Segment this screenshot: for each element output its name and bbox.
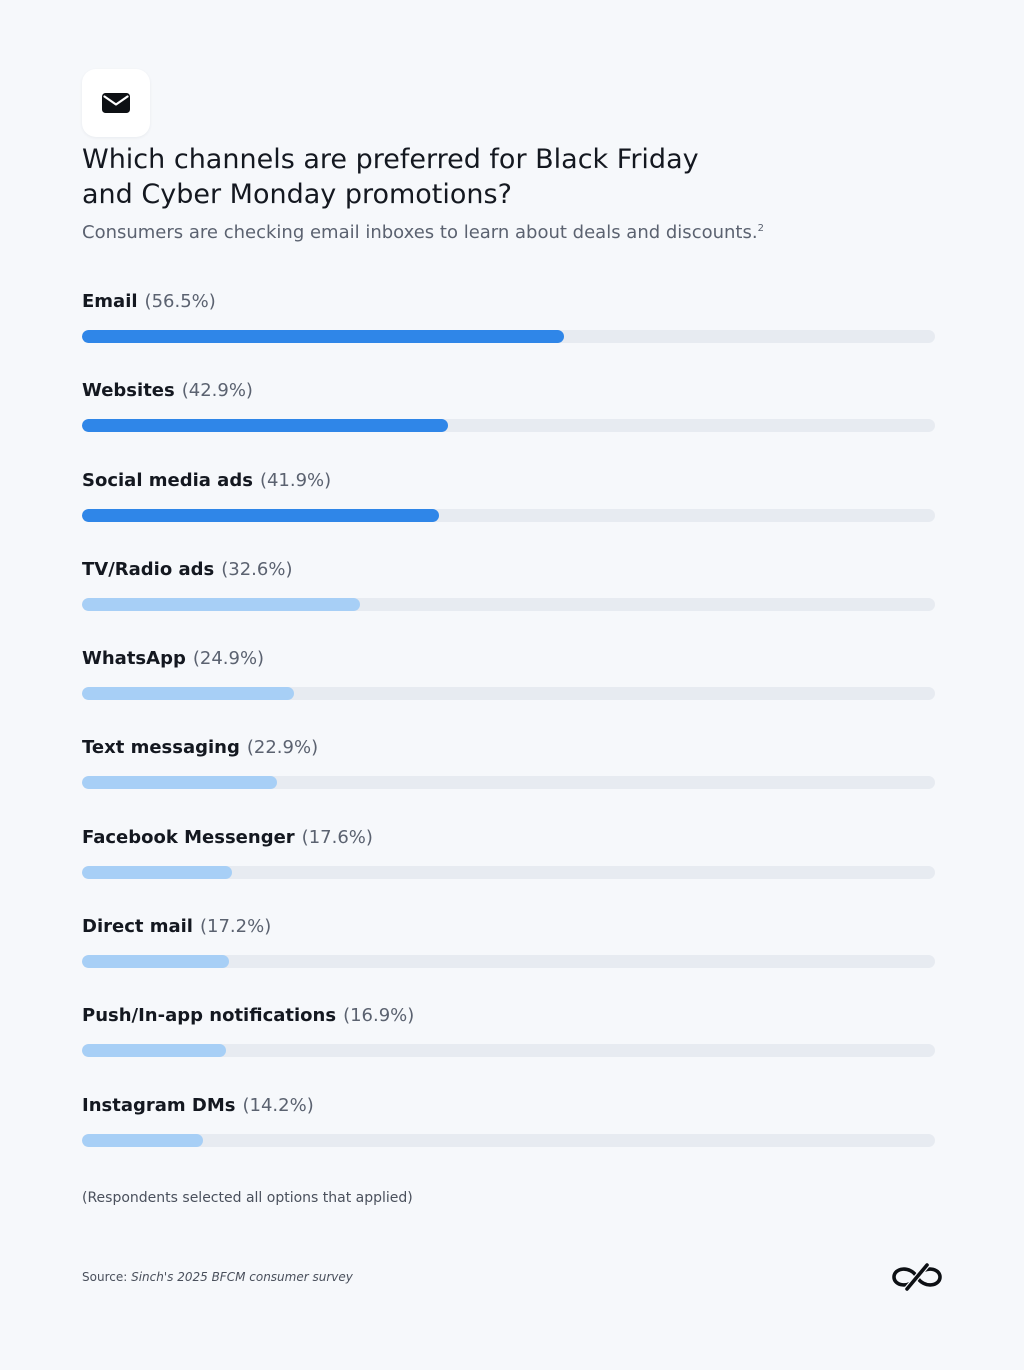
chart-title: Which channels are preferred for Black F…: [82, 142, 762, 212]
bar-chart: Email (56.5%) Websites (42.9%) Social media …: [82, 285, 935, 1178]
bar-fill: [82, 865, 233, 879]
bar-fill: [82, 687, 295, 701]
bar-fill: [82, 597, 361, 611]
value-label: (14.2%): [242, 1094, 314, 1116]
value-label: (16.9%): [343, 1005, 415, 1027]
bar-fill: [82, 419, 448, 433]
bar-row-whatsapp: WhatsApp (24.9%): [82, 642, 935, 731]
footnote-marker: 2: [757, 223, 764, 234]
bar-label: TV/Radio ads (32.6%): [82, 557, 292, 583]
bar-label: Text messaging (22.9%): [82, 735, 318, 761]
value-label: (22.9%): [246, 737, 319, 759]
bar-track: [82, 955, 935, 969]
bar-fill: [82, 1133, 204, 1147]
source-label: Source:: [82, 1270, 128, 1284]
category-label: TV/Radio ads: [82, 558, 215, 580]
envelope-icon-card: [82, 69, 150, 137]
value-label: (17.6%): [301, 826, 373, 848]
bar-track: [82, 508, 935, 522]
category-label: Instagram DMs: [82, 1094, 236, 1116]
bar-fill: [82, 1044, 227, 1058]
bar-track: [82, 330, 935, 343]
bar-track: [82, 687, 935, 701]
sinch-logo-icon: [892, 1262, 942, 1292]
bar-label: Push/In-app notifications (16.9%): [82, 1003, 414, 1029]
value-label: (41.9%): [259, 469, 332, 491]
chart-subtitle-text: Consumers are checking email inboxes to …: [82, 222, 758, 243]
respondents-note: (Respondents selected all options that a…: [82, 1190, 413, 1206]
bar-fill: [82, 955, 229, 969]
value-label: (42.9%): [181, 380, 253, 402]
bar-row-social-media-ads: Social media ads (41.9%): [82, 464, 935, 553]
chart-title-line2: and Cyber Monday promotions?: [82, 179, 512, 210]
bar-track: [82, 776, 935, 790]
bar-row-instagram-dms: Instagram DMs (14.2%): [82, 1089, 935, 1178]
bar-label: Facebook Messenger (17.6%): [82, 825, 373, 851]
bar-fill: [82, 508, 440, 522]
category-label: Websites: [82, 380, 175, 402]
chart-title-line1: Which channels are preferred for Black F…: [82, 144, 699, 175]
source-citation: Source: Sinch's 2025 BFCM consumer surve…: [82, 1268, 353, 1286]
category-label: Email: [82, 291, 138, 312]
bar-row-text-messaging: Text messaging (22.9%): [82, 731, 935, 820]
category-label: Text messaging: [82, 737, 240, 759]
category-label: Facebook Messenger: [82, 826, 295, 848]
bar-label: Social media ads (41.9%): [82, 468, 331, 494]
value-label: (17.2%): [199, 916, 272, 938]
category-label: WhatsApp: [82, 648, 186, 670]
bar-track: [82, 1133, 935, 1147]
bar-fill: [82, 776, 278, 790]
chart-subtitle: Consumers are checking email inboxes to …: [82, 220, 942, 246]
bar-row-facebook-messenger: Facebook Messenger (17.6%): [82, 821, 935, 910]
bar-label: Email (56.5%): [82, 289, 216, 315]
bar-row-push-in-app-notifications: Push/In-app notifications (16.9%): [82, 999, 935, 1088]
bar-row-websites: Websites (42.9%): [82, 374, 935, 463]
bar-fill: [82, 330, 564, 343]
category-label: Social media ads: [82, 469, 253, 491]
bar-track: [82, 1044, 935, 1058]
bar-track: [82, 865, 935, 879]
bar-row-tv-radio-ads: TV/Radio ads (32.6%): [82, 553, 935, 642]
bar-label: Instagram DMs (14.2%): [82, 1093, 314, 1119]
bar-label: Direct mail (17.2%): [82, 914, 271, 940]
bar-label: WhatsApp (24.9%): [82, 646, 264, 672]
bar-row-email: Email (56.5%): [82, 285, 935, 374]
category-label: Direct mail: [82, 916, 193, 938]
bar-label: Websites (42.9%): [82, 378, 253, 404]
bar-row-direct-mail: Direct mail (17.2%): [82, 910, 935, 999]
envelope-icon: [102, 93, 130, 113]
value-label: (32.6%): [221, 558, 293, 580]
source-text: Sinch's 2025 BFCM consumer survey: [131, 1270, 353, 1284]
bar-track: [82, 597, 935, 611]
category-label: Push/In-app notifications: [82, 1005, 337, 1027]
value-label: (56.5%): [144, 291, 216, 312]
bar-track: [82, 419, 935, 433]
value-label: (24.9%): [192, 648, 265, 670]
